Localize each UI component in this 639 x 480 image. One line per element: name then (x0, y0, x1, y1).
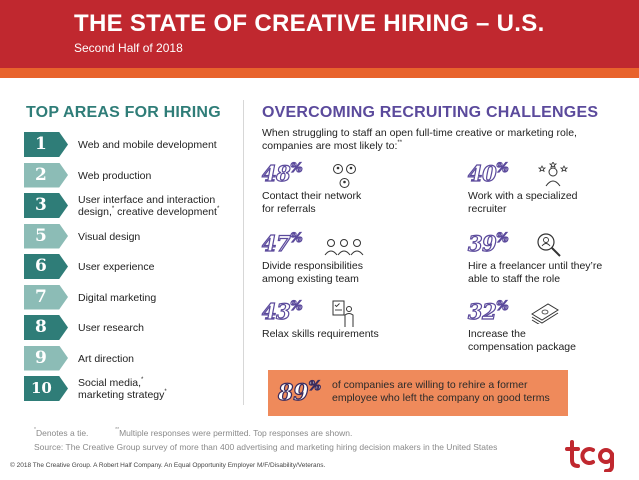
challenges-heading: OVERCOMING RECRUITING CHALLENGES (262, 104, 599, 121)
people-network-icon (333, 164, 356, 188)
list-item: 2 Web production (24, 161, 244, 192)
team-icon (324, 239, 364, 256)
list-item: 7 Digital marketing (24, 283, 244, 314)
stat-label: Work with a specialized recruiter (468, 190, 578, 215)
list-item: 5 Visual design (24, 222, 244, 253)
list-item-label: Web production (78, 169, 152, 182)
copyright-bar: © 2018 The Creative Group. A Robert Half… (0, 460, 639, 480)
stat-percent: 48% (261, 161, 303, 186)
rank-badge: 6 (24, 254, 68, 279)
list-item-label: User experience (78, 261, 155, 273)
rank-badge: 9 (24, 345, 68, 371)
money-stack-icon (531, 303, 559, 324)
checklist-person-icon (332, 300, 354, 327)
tcg-logo (565, 440, 614, 472)
rank-badge: 3 (24, 193, 68, 218)
rehire-callout: 89% of companies are willing to rehire a… (268, 370, 568, 416)
rank-badge: 1 (24, 132, 68, 157)
page-title: THE STATE OF CREATIVE HIRING – U.S. (74, 10, 545, 37)
stat-label: Divide responsibilities among existing t… (262, 260, 363, 285)
rank-badge: 10 (24, 376, 68, 401)
stat-label: Increase the compensation package (468, 328, 576, 353)
stat-block: 48% Contact their network for referrals (261, 161, 432, 216)
list-item-label: Art direction (78, 352, 135, 365)
list-item: 6 User experience (24, 252, 244, 283)
list-item-label: Social media,* marketing strategy* (78, 377, 167, 401)
copyright-text: © 2018 The Creative Group. A Robert Half… (10, 462, 326, 469)
stat-percent: 47% (261, 231, 303, 256)
top-areas-list: 1 Web and mobile development 2 Web produ… (24, 130, 244, 405)
stat-block: 39% Hire a freelancer until they’re able… (467, 231, 638, 286)
stat-block: 47% Divide responsibilities among existi… (261, 231, 432, 286)
header-banner: THE STATE OF CREATIVE HIRING – U.S. Seco… (0, 0, 639, 68)
page-subtitle: Second Half of 2018 (74, 41, 183, 55)
list-item-label: User research (78, 322, 144, 334)
stat-block: 40% Work with a specialized recruiter (467, 161, 638, 216)
list-item-label: Digital marketing (78, 291, 157, 304)
list-item: 1 Web and mobile development (24, 130, 244, 161)
stat-percent: 32% (467, 299, 509, 324)
stat-block: 43% Relax skills requirements (261, 299, 432, 341)
column-divider (243, 100, 244, 405)
list-item-label: Visual design (78, 230, 141, 243)
callout-text: of companies are willing to rehire a for… (332, 379, 550, 404)
rank-badge: 5 (24, 223, 68, 249)
stat-label: Hire a freelancer until they’re able to … (468, 260, 603, 285)
rank-badge: 8 (24, 315, 68, 340)
footnotes: *Denotes a tie. **Multiple responses wer… (34, 427, 353, 439)
stat-block: 32% Increase the compensation package (467, 299, 638, 354)
source-note: Source: The Creative Group survey of mor… (34, 442, 498, 452)
list-item-label: User interface and interaction design,* c… (78, 194, 220, 218)
stat-percent: 43% (261, 299, 303, 324)
challenges-intro: When struggling to staff an open full-ti… (262, 127, 577, 152)
person-stars-icon (538, 162, 568, 187)
rank-badge: 2 (24, 162, 68, 188)
list-item: 10 Social media,* marketing strategy* (24, 374, 244, 405)
list-item: 8 User research (24, 313, 244, 344)
list-item: 3 User interface and interaction design,*… (24, 191, 244, 222)
rank-badge: 7 (24, 284, 68, 310)
stat-percent: 39% (467, 231, 509, 256)
list-item-label: Web and mobile development (78, 139, 217, 151)
stat-label: Relax skills requirements (262, 328, 379, 340)
list-item: 9 Art direction (24, 344, 244, 375)
accent-bar (0, 68, 639, 78)
search-person-icon (537, 233, 561, 257)
top-areas-heading: TOP AREAS FOR HIRING (26, 104, 221, 121)
stat-label: Contact their network for referrals (262, 190, 362, 215)
stat-percent: 40% (467, 161, 509, 186)
callout-percent: 89% (277, 379, 321, 407)
